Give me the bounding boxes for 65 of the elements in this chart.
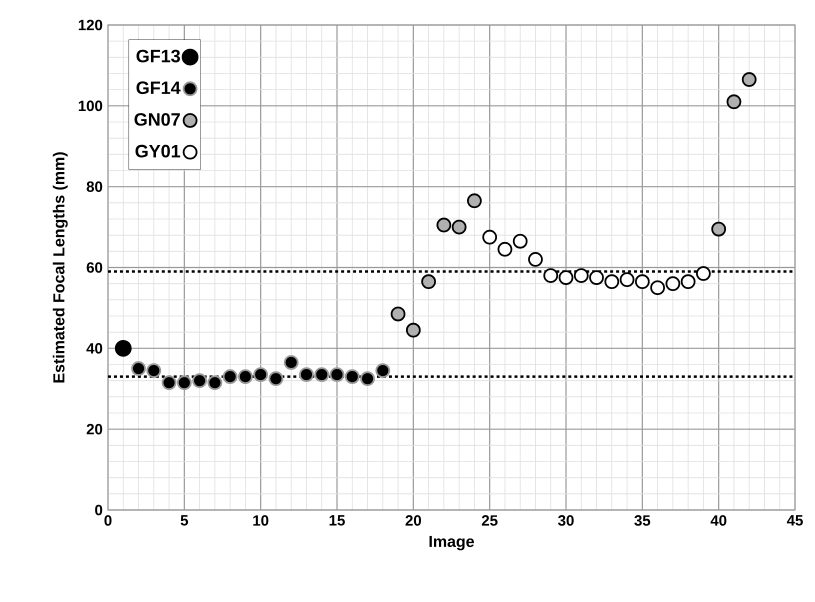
x-tick-label: 35 <box>634 515 650 526</box>
y-tick-label: 60 <box>86 262 102 273</box>
x-tick-label: 20 <box>406 515 422 526</box>
x-tick-label: 15 <box>330 515 345 526</box>
point <box>650 280 665 296</box>
point <box>634 274 650 290</box>
point <box>268 371 284 386</box>
point <box>528 252 543 267</box>
legend-label: GF14 <box>136 81 181 94</box>
point <box>696 266 711 281</box>
point <box>253 367 268 382</box>
x-tick-label: 45 <box>786 515 803 526</box>
y-tick-label: 20 <box>86 424 102 434</box>
x-axis-title: Image <box>430 536 474 550</box>
point <box>574 268 589 283</box>
y-tick-label: 100 <box>78 100 102 112</box>
point <box>436 218 452 232</box>
point <box>512 234 528 249</box>
x-tick-label: 0 <box>104 515 112 526</box>
y-tick-label: 80 <box>86 181 102 192</box>
point <box>452 220 467 234</box>
y-tick-label: 120 <box>78 20 102 30</box>
point <box>131 361 146 376</box>
point <box>604 274 620 290</box>
point <box>176 375 192 390</box>
y-tick-label: 0 <box>95 504 102 516</box>
legend-label: GN07 <box>134 113 180 126</box>
point <box>360 371 375 386</box>
point <box>146 363 162 378</box>
point <box>498 242 512 257</box>
point <box>344 369 360 384</box>
point <box>192 373 207 388</box>
point <box>482 230 498 245</box>
point <box>207 375 222 390</box>
point <box>162 375 176 390</box>
point <box>665 276 680 292</box>
point <box>375 363 390 378</box>
point <box>726 94 742 110</box>
y-tick-label: 40 <box>86 343 102 354</box>
x-tick-label: 40 <box>710 515 726 526</box>
point <box>421 274 436 290</box>
x-tick-label: 30 <box>558 515 574 526</box>
point <box>299 367 314 382</box>
point <box>284 355 299 370</box>
x-tick-label: 5 <box>180 515 188 526</box>
legend-label: GY01 <box>136 144 180 158</box>
point <box>558 270 574 285</box>
point <box>620 272 634 287</box>
point <box>680 274 696 290</box>
point <box>711 222 726 236</box>
y-axis-title: Estimated Focal Lengths (mm) <box>52 152 68 382</box>
point <box>222 369 238 384</box>
point <box>589 270 604 285</box>
x-tick-label: 10 <box>253 515 268 526</box>
point <box>114 340 132 357</box>
legend-label: GF13 <box>136 50 180 62</box>
point <box>742 72 757 87</box>
point <box>238 369 253 384</box>
point <box>314 367 330 382</box>
point <box>467 193 482 208</box>
point <box>390 306 406 322</box>
point <box>543 268 558 283</box>
point <box>406 322 421 338</box>
x-tick-label: 25 <box>482 515 498 526</box>
point <box>330 367 344 382</box>
